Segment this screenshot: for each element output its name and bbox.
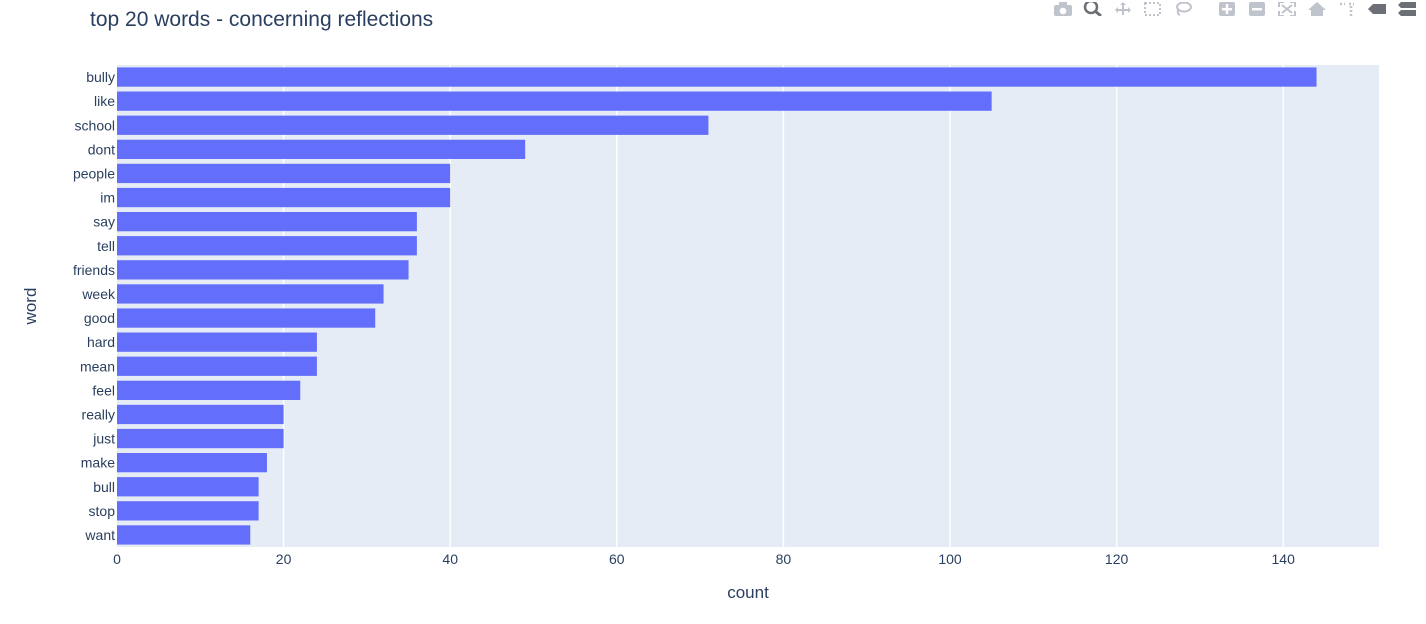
y-axis-title: word	[21, 288, 40, 326]
y-tick-label-good: good	[84, 310, 115, 326]
chart-title: top 20 words - concerning reflections	[90, 8, 434, 31]
bar-just[interactable]	[117, 428, 284, 449]
autoscale-icon[interactable]	[1274, 0, 1300, 16]
x-tick-label: 120	[1105, 551, 1129, 567]
bar-people[interactable]	[117, 163, 451, 184]
y-tick-label-want: want	[84, 527, 115, 543]
pan-icon[interactable]	[1110, 0, 1136, 16]
bar-tell[interactable]	[117, 236, 417, 256]
bar-hard[interactable]	[117, 332, 317, 352]
y-tick-label-stop: stop	[89, 503, 116, 519]
y-tick-label-really: really	[82, 406, 115, 422]
camera-icon[interactable]	[1050, 0, 1076, 16]
x-tick-label: 20	[276, 551, 292, 567]
y-tick-label-bully: bully	[86, 69, 115, 85]
x-tick-labels: 0 20 40 60 80 100 120 140	[113, 551, 1295, 567]
y-tick-label-im: im	[100, 190, 115, 206]
plot-area[interactable]	[117, 65, 1379, 547]
bar-like[interactable]	[117, 91, 992, 111]
y-tick-label-school: school	[75, 117, 115, 133]
bar-mean[interactable]	[117, 356, 317, 376]
y-tick-label-like: like	[94, 93, 115, 109]
bar-really[interactable]	[117, 404, 284, 425]
y-tick-label-bull: bull	[93, 479, 115, 495]
spike-lines-icon[interactable]	[1334, 0, 1360, 16]
modebar	[1050, 0, 1420, 16]
lasso-icon[interactable]	[1170, 0, 1196, 16]
bar-friends[interactable]	[117, 260, 409, 280]
zoom-out-icon[interactable]	[1244, 0, 1270, 16]
y-tick-label-mean: mean	[80, 358, 115, 374]
y-tick-label-say: say	[93, 214, 115, 230]
bar-say[interactable]	[117, 212, 417, 232]
bar-good[interactable]	[117, 308, 376, 328]
zoom-in-icon[interactable]	[1214, 0, 1240, 16]
x-tick-label: 100	[938, 551, 962, 567]
x-tick-label: 0	[113, 551, 121, 567]
hover-closest-icon[interactable]	[1364, 0, 1390, 16]
y-tick-label-make: make	[81, 455, 115, 471]
x-axis-title: count	[727, 583, 769, 602]
bar-feel[interactable]	[117, 380, 301, 400]
bar-school[interactable]	[117, 115, 709, 135]
bar-im[interactable]	[117, 187, 451, 208]
y-tick-label-dont: dont	[88, 141, 115, 157]
x-tick-label: 140	[1272, 551, 1296, 567]
bar-dont[interactable]	[117, 139, 526, 159]
y-tick-label-tell: tell	[97, 238, 115, 254]
y-tick-label-people: people	[73, 165, 115, 181]
home-icon[interactable]	[1304, 0, 1330, 16]
x-tick-label: 40	[442, 551, 458, 567]
bar-want[interactable]	[117, 525, 251, 545]
y-tick-label-hard: hard	[87, 334, 115, 350]
x-tick-label: 60	[609, 551, 625, 567]
bar-week[interactable]	[117, 284, 384, 304]
hover-compare-icon[interactable]	[1394, 0, 1420, 16]
y-tick-label-just: just	[92, 431, 115, 447]
bar-stop[interactable]	[117, 501, 259, 521]
bar-bull[interactable]	[117, 477, 259, 497]
box-select-icon[interactable]	[1140, 0, 1166, 16]
y-tick-label-friends: friends	[73, 262, 115, 278]
bar-make[interactable]	[117, 453, 267, 473]
bars	[117, 67, 1317, 545]
y-tick-labels: bully like school dont people im say tell friend…	[73, 69, 116, 543]
y-tick-label-week: week	[81, 286, 116, 302]
y-tick-label-feel: feel	[92, 382, 115, 398]
zoom-icon[interactable]	[1080, 0, 1106, 16]
bar-bully[interactable]	[117, 67, 1317, 87]
x-tick-label: 80	[776, 551, 792, 567]
